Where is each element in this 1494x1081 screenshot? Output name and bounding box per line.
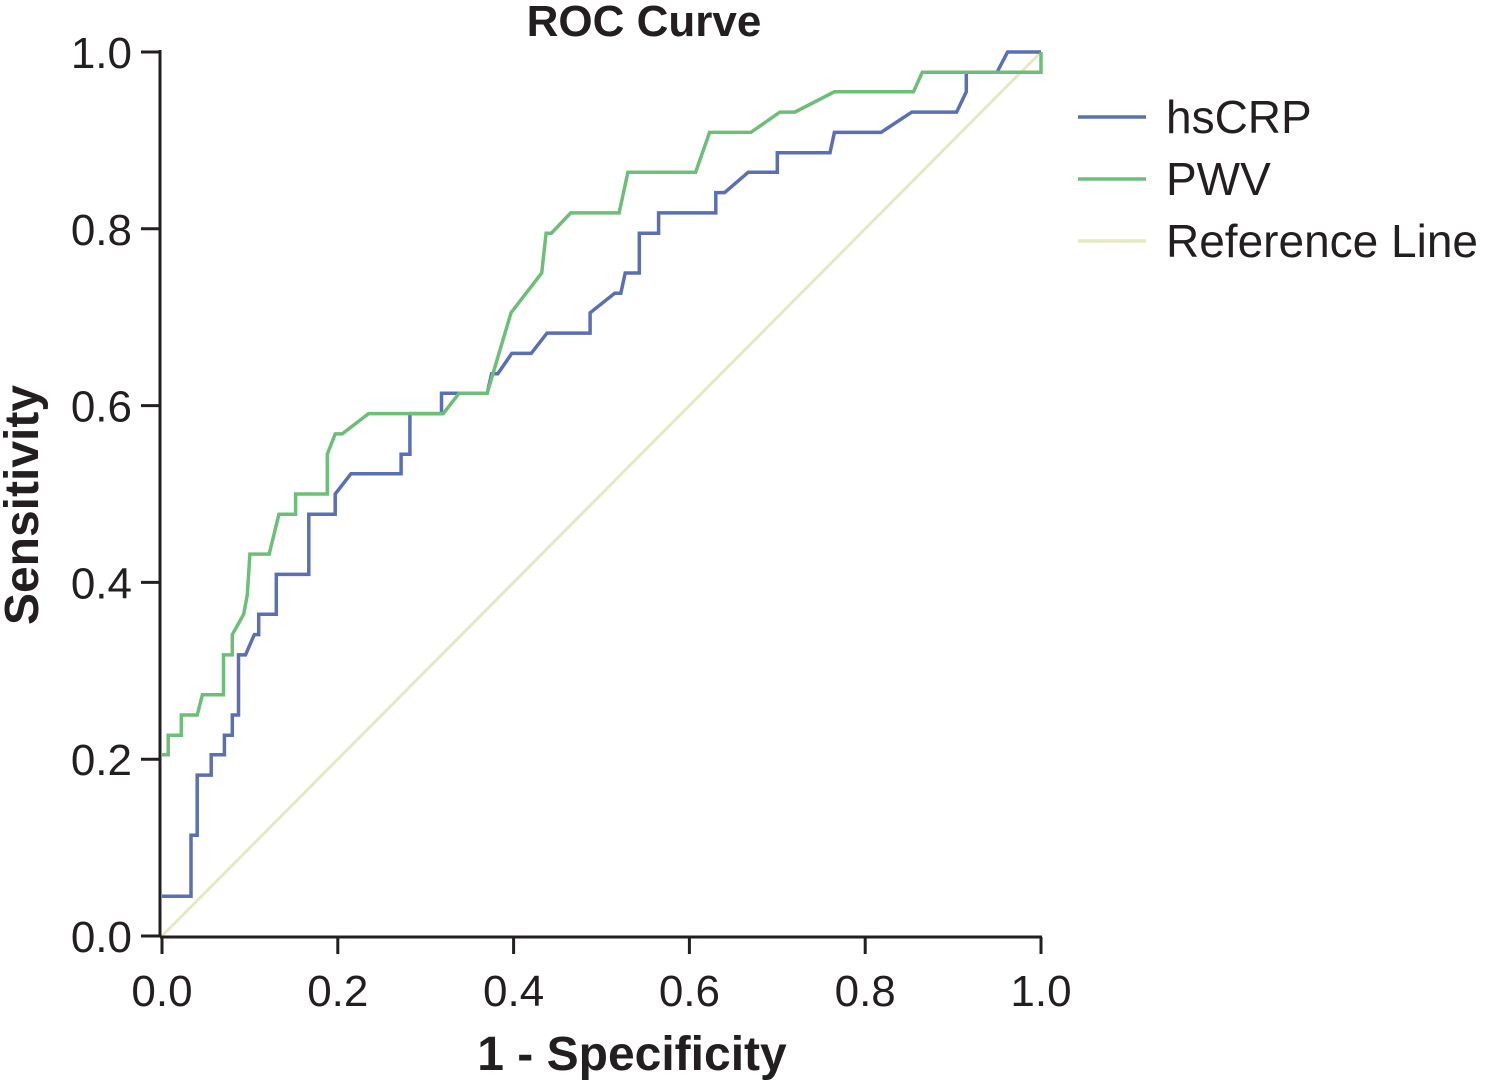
y-tick-label: 0.4 xyxy=(71,559,132,608)
y-tick-label: 0.2 xyxy=(71,736,132,785)
plot-area: 0.0 0.2 0.4 0.6 0.8 1.0 0.0 0.2 0.4 0.6 0.8 1.0 xyxy=(71,29,1072,1016)
x-tick-label: 0.0 xyxy=(131,967,192,1016)
legend-label-hscrp: hsCRP xyxy=(1166,91,1312,143)
chart-title: ROC Curve xyxy=(527,0,762,46)
x-axis-ticks: 0.0 0.2 0.4 0.6 0.8 1.0 xyxy=(131,937,1072,1016)
y-tick-label: 0.8 xyxy=(71,206,132,255)
legend-label-pwv: PWV xyxy=(1166,153,1271,205)
series-line-hscrp xyxy=(162,50,1041,898)
y-tick-label: 0.0 xyxy=(71,913,132,962)
x-tick-label: 1.0 xyxy=(1010,967,1071,1016)
y-tick-label: 1.0 xyxy=(71,29,132,78)
series-line-reference-line xyxy=(160,50,1043,938)
legend: hsCRP PWV Reference Line xyxy=(1078,91,1478,267)
series-line-pwv xyxy=(162,52,1043,757)
x-axis-title: 1 - Specificity xyxy=(477,1028,787,1081)
x-tick-label: 0.2 xyxy=(307,967,368,1016)
y-tick-label: 0.6 xyxy=(71,383,132,432)
y-axis-title: Sensitivity xyxy=(0,385,49,625)
x-tick-label: 0.6 xyxy=(659,967,720,1016)
series-layer xyxy=(160,50,1043,938)
legend-label-reference-line: Reference Line xyxy=(1166,215,1478,267)
y-axis-ticks: 0.0 0.2 0.4 0.6 0.8 1.0 xyxy=(71,29,160,962)
x-tick-label: 0.4 xyxy=(483,967,544,1016)
x-tick-label: 0.8 xyxy=(835,967,896,1016)
